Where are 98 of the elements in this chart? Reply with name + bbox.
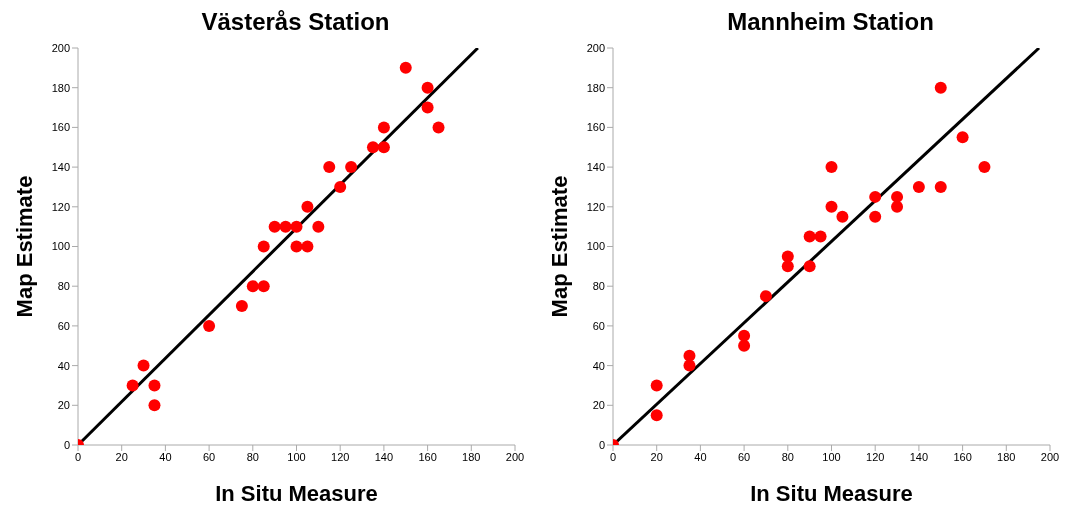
y-tick-label: 80	[57, 280, 70, 293]
x-tick-label: 80	[246, 450, 259, 463]
point	[399, 61, 412, 74]
x-tick-label: 0	[74, 450, 82, 463]
y-tick-label: 160	[586, 121, 605, 134]
x-tick-label: 180	[997, 450, 1016, 463]
point	[650, 379, 663, 392]
point	[825, 200, 838, 213]
point	[290, 240, 303, 253]
point	[825, 161, 838, 174]
y-tick-label: 200	[586, 41, 605, 54]
x-tick-label: 200	[1040, 450, 1060, 463]
x-axis-title: In Situ Measure	[750, 481, 913, 506]
point	[759, 290, 772, 303]
point	[257, 280, 270, 293]
y-tick-label: 20	[57, 399, 70, 412]
point	[934, 180, 947, 193]
point	[148, 379, 161, 392]
x-tick-label: 100	[822, 450, 841, 463]
point	[912, 180, 925, 193]
point	[836, 210, 849, 223]
y-tick-label: 40	[592, 359, 605, 372]
point	[432, 121, 445, 134]
point	[301, 200, 314, 213]
point	[257, 240, 270, 253]
point	[323, 161, 336, 174]
y-tick-label: 180	[586, 81, 605, 94]
x-tick-label: 100	[287, 450, 306, 463]
x-tick-label: 60	[202, 450, 216, 463]
point	[235, 300, 248, 313]
chart-title: Västerås Station	[200, 8, 391, 37]
point	[334, 180, 347, 193]
point	[978, 161, 991, 174]
y-tick-label: 0	[598, 438, 605, 451]
y-tick-label: 200	[51, 41, 70, 54]
point	[814, 230, 827, 243]
x-tick-label: 120	[866, 450, 885, 463]
x-tick-label: 20	[115, 450, 128, 463]
x-tick-label: 20	[650, 450, 663, 463]
y-tick-label: 180	[51, 81, 70, 94]
point	[738, 339, 751, 352]
y-tick-label: 100	[586, 240, 605, 253]
point	[246, 280, 259, 293]
y-tick-label: 60	[57, 319, 70, 332]
y-tick-label: 0	[63, 438, 70, 451]
point	[203, 319, 216, 332]
point	[869, 210, 882, 223]
point	[869, 190, 882, 203]
point	[268, 220, 281, 233]
x-tick-label: 60	[737, 450, 751, 463]
point	[781, 260, 794, 273]
point	[421, 81, 434, 94]
y-tick-label: 120	[586, 200, 605, 213]
x-tick-label: 0	[609, 450, 617, 463]
point	[934, 81, 947, 94]
y-tick-label: 100	[51, 240, 70, 253]
point	[377, 121, 390, 134]
y-tick-label: 140	[586, 161, 605, 174]
x-tick-label: 40	[159, 450, 172, 463]
x-tick-label: 160	[418, 450, 437, 463]
point	[421, 101, 434, 114]
point	[312, 220, 325, 233]
y-tick-label: 160	[51, 121, 70, 134]
x-axis-title: In Situ Measure	[215, 481, 378, 506]
x-tick-label: 120	[331, 450, 350, 463]
x-tick-label: 140	[909, 450, 929, 463]
x-tick-label: 180	[462, 450, 481, 463]
y-axis-title: Map Estimate	[11, 175, 37, 318]
point	[650, 409, 663, 422]
point	[148, 399, 161, 412]
point	[279, 220, 292, 233]
y-tick-label: 60	[592, 319, 605, 332]
y-tick-label: 40	[57, 359, 70, 372]
point	[683, 359, 696, 372]
chart-title: Mannheim Station	[726, 8, 935, 37]
x-tick-label: 160	[953, 450, 972, 463]
x-tick-label: 140	[374, 450, 394, 463]
point	[126, 379, 139, 392]
point	[803, 230, 816, 243]
y-tick-label: 20	[592, 399, 605, 412]
point	[290, 220, 303, 233]
point	[301, 240, 314, 253]
y-tick-label: 140	[51, 161, 70, 174]
y-tick-label: 80	[592, 280, 605, 293]
point	[956, 131, 969, 144]
x-tick-label: 40	[694, 450, 707, 463]
point	[345, 161, 358, 174]
y-tick-label: 120	[51, 200, 70, 213]
point	[738, 329, 751, 342]
point	[137, 359, 150, 372]
point	[803, 260, 816, 273]
point	[891, 200, 904, 213]
point	[377, 141, 390, 154]
point	[891, 190, 904, 203]
x-tick-label: 200	[505, 450, 525, 463]
x-tick-label: 80	[781, 450, 794, 463]
point	[366, 141, 379, 154]
y-axis-title: Map Estimate	[546, 175, 572, 318]
